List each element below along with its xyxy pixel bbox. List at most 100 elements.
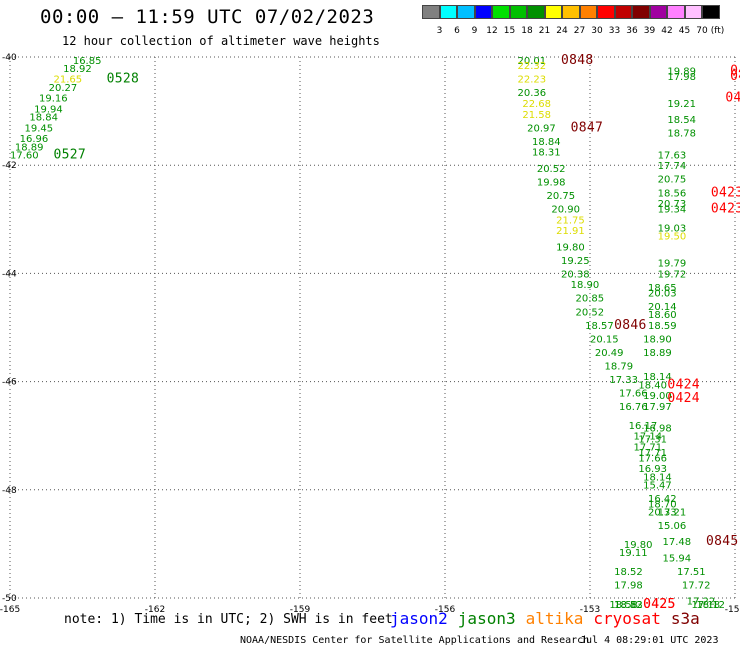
x-tick-label: -162 [145,605,165,615]
color-scale-label: 21 [538,26,551,36]
wave-height-label: 17.22 [687,597,716,608]
color-scale-label: 3 [436,26,443,36]
wave-height-label: 18.89 [643,348,672,359]
color-scale-cell [667,5,685,19]
wave-height-label: 17.98 [614,580,643,591]
color-scale-cell [509,5,527,19]
wave-height-label: 17.60 [10,150,39,161]
wave-height-label: 21.91 [556,226,585,237]
time-annotation: 0425 [643,597,676,612]
chart-subtitle: 12 hour collection of altimeter wave hei… [62,34,380,48]
color-scale-label: 70 [696,26,708,36]
wave-height-label: 20.75 [658,175,687,186]
wave-height-label: 18.31 [532,148,561,159]
time-annotation: 0528 [107,72,140,87]
wave-height-label: 19.00 [643,391,672,402]
y-tick-label: -48 [2,486,17,496]
color-scale-cell [474,5,492,19]
color-scale-label: 18 [521,26,533,36]
color-scale-cell [579,5,597,19]
time-annotation: 0423 [711,201,740,216]
wave-height-label: 16.42 [648,494,677,505]
wave-height-label: 19.80 [624,540,653,551]
x-tick-label: -153 [580,605,600,615]
time-annotation: 0423 [711,185,740,200]
color-scale-cell [492,5,510,19]
color-scale-cell [614,5,632,19]
wave-height-label: 15.94 [663,553,692,564]
wave-height-label: 17.71 [634,443,663,454]
note-text: note: 1) Time is in UTC; 2) SWH is in fe… [64,612,393,627]
time-annotation: 0422 [730,64,740,79]
wave-height-label: 16.85 [73,56,102,67]
wave-height-label: 19.16 [39,94,68,105]
wave-height-label: 18.12 [696,600,725,611]
color-scale-label: 9 [471,26,478,36]
wave-height-label: 19.72 [658,269,687,280]
wave-height-label: 18.53 [614,600,643,611]
footer-timestamp: Jul 4 08:29:01 UTC 2023 [580,635,719,646]
wave-height-label: 17.63 [658,150,687,161]
wave-height-label: 17.74 [658,161,687,172]
color-scale-label: 45 [678,26,691,36]
time-annotation: 0422 [725,91,740,106]
wave-height-label: 17.66 [638,453,667,464]
y-tick-label: -42 [2,161,17,171]
color-scale-cell [649,5,667,19]
color-scale-label: 42 [661,26,673,36]
color-scale-cell [439,5,457,19]
wave-height-label: 18.52 [614,567,643,578]
legend-s3a: s3a [670,609,700,628]
wave-height-label: 20.85 [576,294,605,305]
x-tick-label: -165 [0,605,20,615]
wave-height-label: 16.98 [643,424,672,435]
legend-jason2: jason2 [390,609,448,628]
wave-height-label: 15.47 [643,480,672,491]
color-scale-bar: 3 6 9 12 15 18 21 24 27 30 33 36 39 42 45 70 (ft) [422,5,724,36]
y-tick-label: -44 [2,269,17,279]
wave-height-label: 17.98 [667,72,696,83]
wave-height-label: 18.58 [609,600,638,611]
wave-height-label: 18.14 [643,372,672,383]
wave-height-label: 18.90 [571,280,600,291]
wave-height-label: 20.52 [576,307,605,318]
wave-height-label: 18.79 [605,361,634,372]
wave-height-label: 20.27 [49,83,78,94]
color-scale-label: 24 [556,26,568,36]
wave-height-label: 18.56 [658,188,687,199]
wave-height-label: 17.31 [638,434,667,445]
legend-altika: altika [525,609,584,628]
wave-height-label: 18.84 [532,137,561,148]
wave-height-label: 20.38 [561,269,590,280]
x-tick-label: -150 [725,605,740,615]
color-scale-cell [544,5,562,19]
wave-height-label: 21.65 [54,75,83,86]
wave-height-label: 20.14 [648,302,677,313]
wave-height-label: 18.40 [638,380,667,391]
wave-height-label: 18.89 [15,142,44,153]
wave-height-label: 19.94 [34,104,63,115]
color-scale-cell [597,5,615,19]
color-scale-label: 12 [486,26,498,36]
time-annotation: 0845 [706,534,739,549]
wave-height-label: 18.59 [648,321,677,332]
wave-height-label: 18.70 [648,499,677,510]
wave-height-label: 18.57 [585,321,614,332]
chart-title: 00:00 – 11:59 UTC 07/02/2023 [40,6,375,28]
color-scale-cell [527,5,545,19]
x-tick-label: -159 [290,605,311,615]
color-scale-cell [562,5,580,19]
wave-height-label: 16.96 [20,134,49,145]
wave-height-label: 18.54 [667,115,696,126]
color-scale-cell [457,5,475,19]
wave-height-label: 20.33 [648,507,677,518]
wave-height-label: 17.97 [643,402,672,413]
wave-height-label: 15.06 [658,521,687,532]
time-annotation: 0846 [614,318,647,333]
time-annotation: 0422 [730,69,740,84]
wave-height-label: 19.03 [658,223,687,234]
legend-cryosat: cryosat [593,609,661,628]
time-annotation: 0848 [561,53,594,68]
wave-height-label: 19.45 [25,123,54,134]
